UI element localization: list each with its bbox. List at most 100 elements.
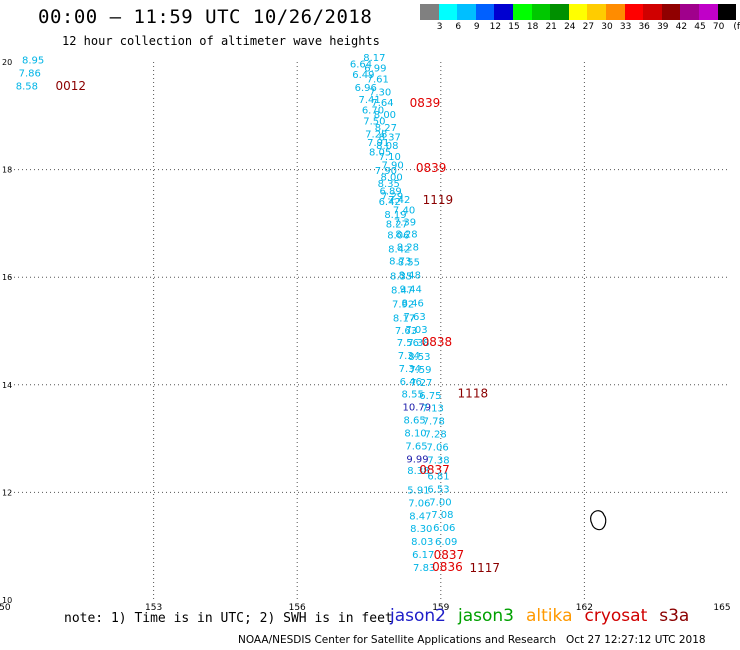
wave-height-label: 6.46 xyxy=(400,377,422,388)
map-subtitle: 12 hour collection of altimeter wave hei… xyxy=(62,34,380,48)
wave-height-label: 8.38 xyxy=(407,466,429,477)
pass-time-label: 0836 xyxy=(432,560,463,574)
lon-tick-label: 153 xyxy=(145,603,162,613)
wave-height-label: 6.89 xyxy=(380,186,402,197)
wave-height-label: 6.75 xyxy=(419,391,441,402)
wave-height-label: 8.42 xyxy=(388,244,410,255)
wave-height-label: 6.70 xyxy=(362,106,384,117)
wave-height-label: 7.28 xyxy=(425,430,447,441)
wave-height-label: 7.27 xyxy=(410,378,432,389)
lon-tick-label: 150 xyxy=(0,603,11,613)
satellite-altika: altika xyxy=(526,606,573,626)
legend-swatch xyxy=(438,4,458,20)
legend-label: 24 xyxy=(564,22,576,32)
wave-height-label: 7.83 xyxy=(413,563,435,574)
legend-swatch xyxy=(680,4,699,20)
lon-tick-label: 165 xyxy=(713,603,730,613)
legend-label: 39 xyxy=(657,22,669,32)
legend-swatch xyxy=(420,4,439,20)
legend-label: 70 xyxy=(712,22,725,32)
wave-height-label: 7.06 xyxy=(426,442,448,453)
wave-height-label: 6.96 xyxy=(355,83,377,94)
legend-swatch xyxy=(717,4,737,20)
lat-tick-label: 20 xyxy=(2,58,12,67)
wave-height-label: 6.64 xyxy=(350,59,372,70)
wave-height-label: 6.06 xyxy=(433,523,455,534)
wave-height-label: 7.90 xyxy=(375,166,397,177)
pass-time-label: 0838 xyxy=(422,335,453,349)
wave-height-label: 7.08 xyxy=(431,510,453,521)
legend-label: 27 xyxy=(582,22,595,32)
island-outline xyxy=(589,510,607,531)
pass-time-label: 0839 xyxy=(410,96,441,110)
wave-height-label: 7.78 xyxy=(423,417,445,428)
wave-height-label: 7.50 xyxy=(363,116,385,127)
wave-height-label: 8.08 xyxy=(376,141,398,152)
wave-height-label: 6.09 xyxy=(435,537,457,548)
lat-tick-label: 16 xyxy=(2,273,12,282)
pass-time-label: 0837 xyxy=(434,548,465,562)
wave-height-label: 8.10 xyxy=(404,428,426,439)
legend-swatch xyxy=(699,4,718,20)
legend-swatch xyxy=(624,4,644,20)
wave-height-label: 8.28 xyxy=(395,229,417,240)
lat-lon-grid xyxy=(10,62,728,600)
wave-height-label: 8.27 xyxy=(375,123,397,134)
wave-height-label: 8.03 xyxy=(411,537,433,548)
pass-time-label: 1118 xyxy=(458,387,489,401)
lon-tick-label: 156 xyxy=(289,603,306,613)
legend-label: 3 xyxy=(436,22,443,32)
legend-unit: (ft) xyxy=(733,22,740,32)
wave-height-label: 6.81 xyxy=(427,471,449,482)
wave-height-label: 7.34 xyxy=(398,351,420,362)
wave-height-label: 5.91 xyxy=(407,485,429,496)
credit-line: NOAA/NESDIS Center for Satellite Applica… xyxy=(238,634,706,646)
wave-height-label: 7.91 xyxy=(367,138,389,149)
legend-swatch xyxy=(513,4,532,20)
wave-height-label: 7.64 xyxy=(371,98,393,109)
wave-height-label: 6.17 xyxy=(412,550,434,561)
lat-tick-label: 10 xyxy=(2,596,12,605)
wave-height-label: 7.34 xyxy=(399,364,421,375)
legend-label: 6 xyxy=(455,22,462,32)
wave-height-label: 8.47 xyxy=(409,511,431,522)
legend-label: 18 xyxy=(526,22,539,32)
wave-height-label: 8.00 xyxy=(380,172,402,183)
legend-swatch xyxy=(475,4,495,20)
axis-tick-labels: 150 153 156 159 162 165 10 12 14 16 18 20 xyxy=(0,58,731,613)
wave-height-label: 9.44 xyxy=(400,284,422,295)
legend-label: 15 xyxy=(508,22,520,32)
wave-height-label: 8.27 xyxy=(386,220,408,231)
wave-height-label: 7.06 xyxy=(408,498,430,509)
wave-height-label: 7.03 xyxy=(405,325,427,336)
wave-height-label: 8.17 xyxy=(393,313,415,324)
satellite-legend: jason2 jason3 altika cryosat s3a xyxy=(390,606,701,626)
pass-time-label: 1119 xyxy=(423,193,454,207)
legend-swatch xyxy=(568,4,588,20)
wave-height-label: 7.63 xyxy=(403,312,425,323)
wave-height-label: 8.05 xyxy=(369,148,391,159)
legend-label: 33 xyxy=(619,22,632,32)
wave-height-label: 8.35 xyxy=(378,179,400,190)
wave-height-label: 7.61 xyxy=(367,74,389,85)
legend-swatch xyxy=(494,4,513,20)
lon-tick-label: 162 xyxy=(576,603,593,613)
wave-height-label: 8.30 xyxy=(410,524,432,535)
wave-height-label: 7.40 xyxy=(393,206,415,217)
wave-height-label: 8.37 xyxy=(379,133,401,144)
wave-height-label: 8.35 xyxy=(390,271,412,282)
legend-swatch xyxy=(531,4,551,20)
wave-height-label: 6.53 xyxy=(427,484,449,495)
wave-height-label: 7.38 xyxy=(407,338,429,349)
wave-height-label: 7.41 xyxy=(358,95,380,106)
wave-height-label: 7.00 xyxy=(429,497,451,508)
wave-height-label: 8.65 xyxy=(403,416,425,427)
satellite-jason3: jason3 xyxy=(458,606,514,626)
satellite-cryosat: cryosat xyxy=(584,606,648,626)
wave-height-label: 8.55 xyxy=(398,257,420,268)
wave-height-labels: 8.957.868.58 00128.176.646.996.497.616.96… xyxy=(16,53,500,575)
lat-tick-label: 12 xyxy=(2,488,12,497)
wave-height-label: 8.95 xyxy=(22,56,44,67)
wave-height-label: 6.42 xyxy=(379,197,401,208)
